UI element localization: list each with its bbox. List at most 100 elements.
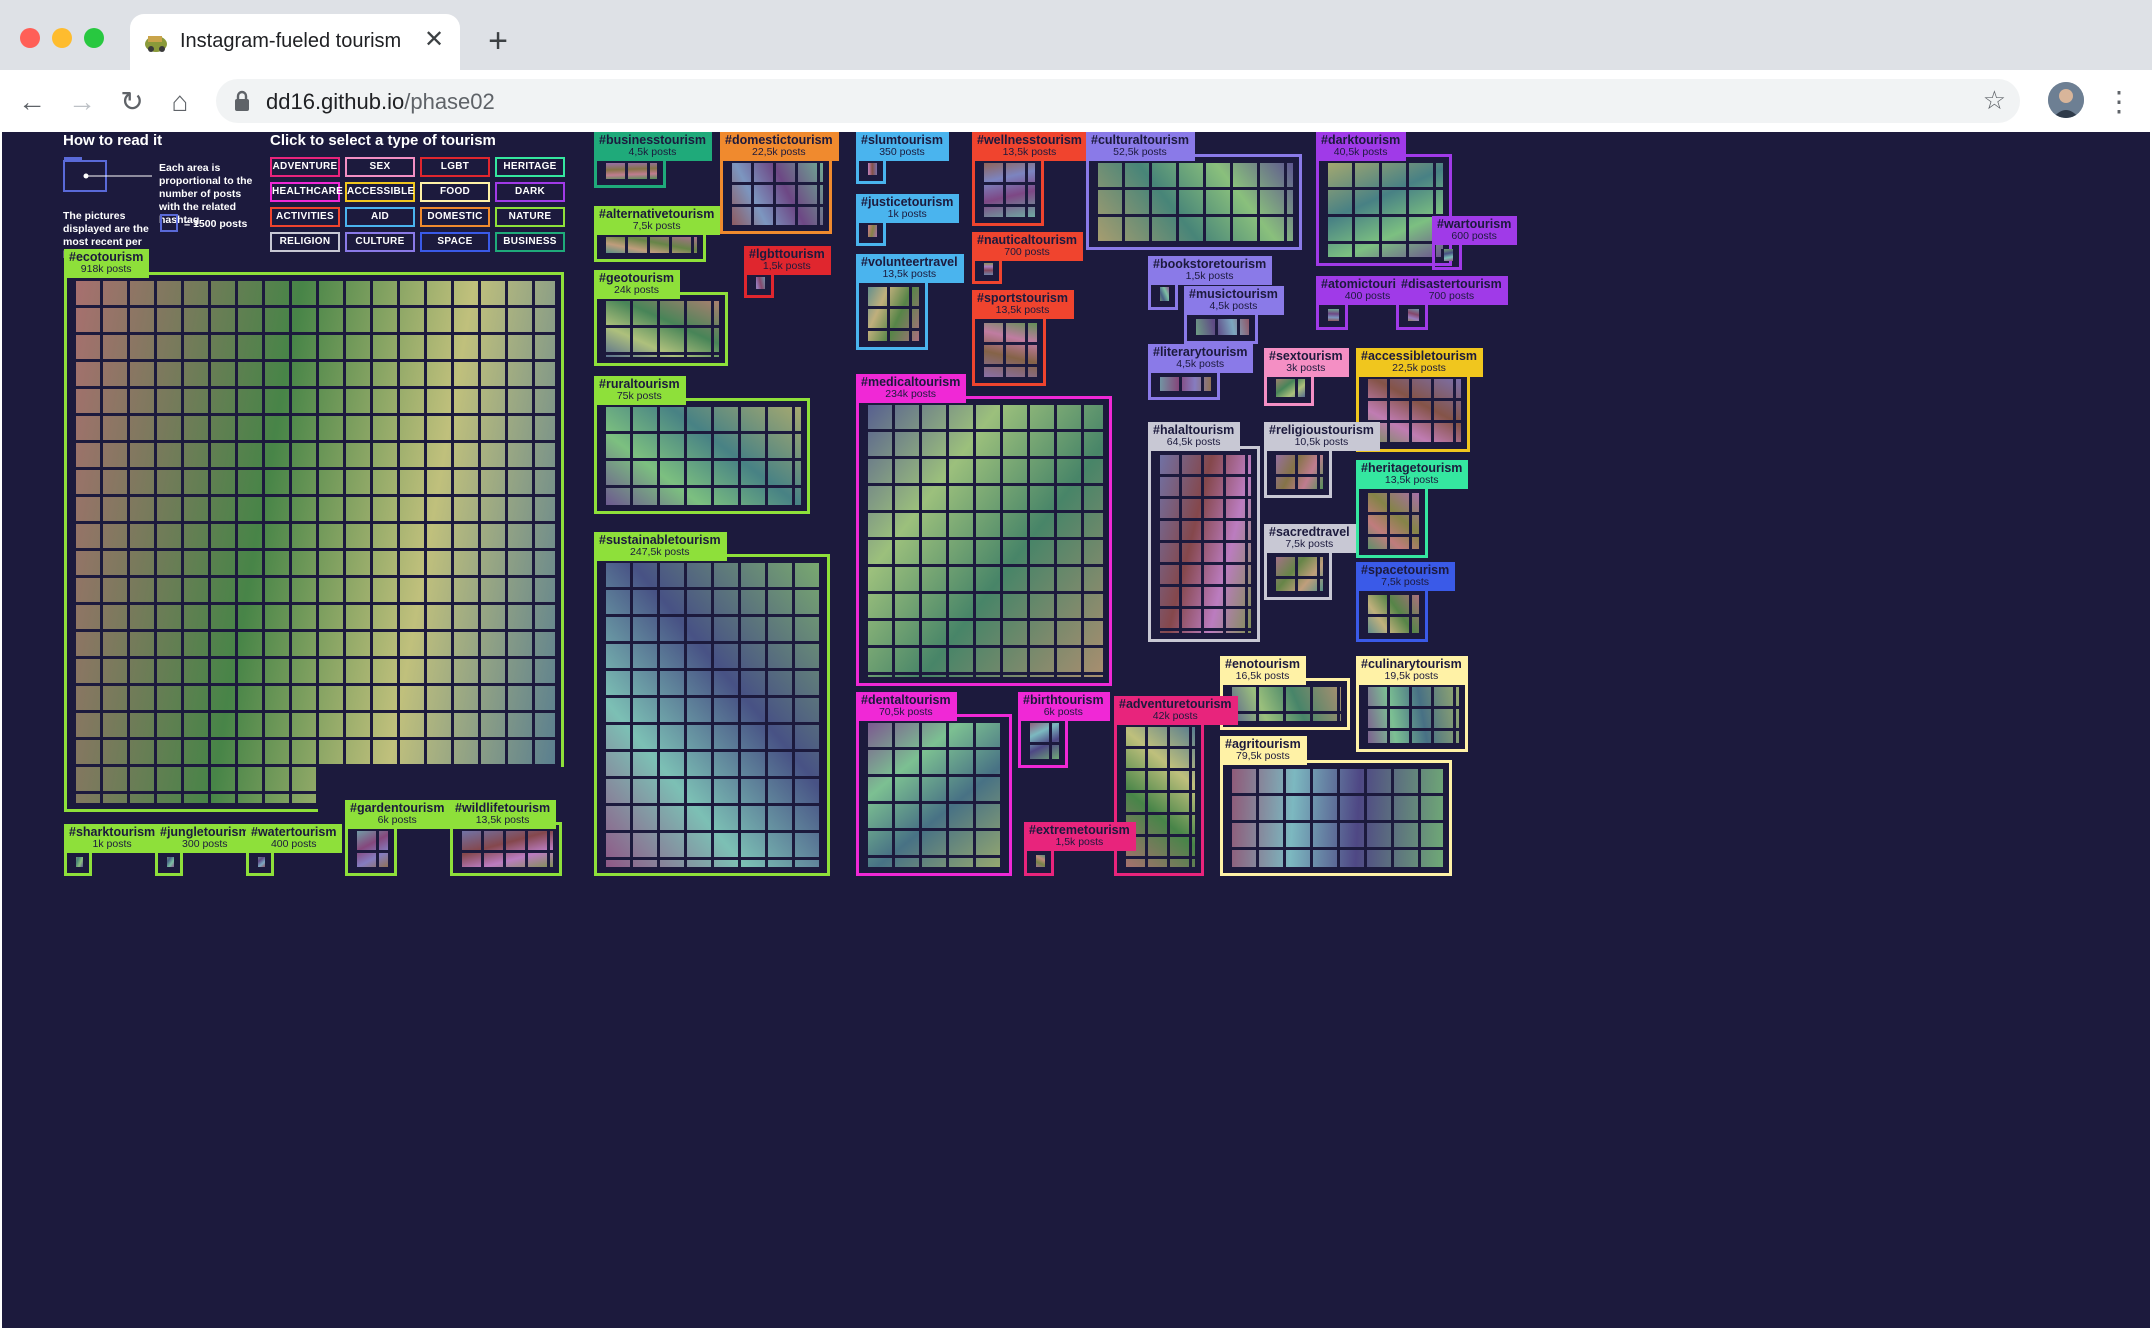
browser-tab[interactable]: Instagram-fueled tourism ✕ <box>130 14 460 70</box>
photo-grid-area[interactable] <box>972 314 1046 386</box>
photo-grid-area[interactable] <box>1356 586 1428 642</box>
photo-grid-area[interactable] <box>1148 446 1260 642</box>
photo-grid-area[interactable] <box>1086 154 1302 250</box>
photo-thumbnails <box>164 857 174 867</box>
photo-grid-area[interactable] <box>1264 446 1332 498</box>
forward-button[interactable]: → <box>68 86 96 117</box>
filter-button-food[interactable]: FOOD <box>420 182 490 202</box>
hashtag-label: #medicaltourism 234k posts <box>856 374 967 403</box>
post-count: 10,5k posts <box>1294 436 1349 448</box>
photo-grid-area[interactable] <box>972 154 1044 226</box>
photo-thumbnails <box>354 831 388 867</box>
filter-button-aid[interactable]: AID <box>345 207 415 227</box>
hashtag-name: #sportstourism <box>977 291 1068 305</box>
photo-thumbnails <box>865 287 919 341</box>
post-count: 700 posts <box>1428 290 1475 302</box>
post-count: 75k posts <box>616 390 662 402</box>
filter-button-activities[interactable]: ACTIVITIES <box>270 207 340 227</box>
hashtag-label: #bookstoretourism 1,5k posts <box>1148 256 1273 285</box>
photo-grid-area[interactable] <box>1356 678 1468 752</box>
legend-area-note: Each area is proportional to the number … <box>159 162 253 226</box>
photo-grid-area[interactable] <box>1316 154 1452 266</box>
tab-strip: Instagram-fueled tourism ✕ + <box>0 0 2152 70</box>
post-count: 6k posts <box>1043 706 1083 718</box>
photo-grid-area[interactable] <box>856 278 928 350</box>
photo-grid-area[interactable] <box>594 554 830 876</box>
photo-grid-area[interactable] <box>856 396 1112 686</box>
photo-grid-area[interactable] <box>345 822 397 876</box>
photo-grid-area[interactable] <box>1018 714 1068 768</box>
filter-button-nature[interactable]: NATURE <box>495 207 565 227</box>
photo-grid-area[interactable] <box>1114 718 1204 876</box>
hashtag-name: #sacredtravel <box>1269 525 1350 539</box>
tab-close-icon[interactable]: ✕ <box>423 26 445 53</box>
new-tab-button[interactable]: + <box>488 22 508 60</box>
hashtag-label: #geotourism 24k posts <box>594 270 681 299</box>
hashtag-name: #spacetourism <box>1361 563 1450 577</box>
visualization-canvas: How to read it Each area is proportional… <box>2 132 2150 1328</box>
photo-grid-area[interactable] <box>1264 548 1332 600</box>
address-bar[interactable]: dd16.github.io/phase02 ☆ <box>216 79 2020 123</box>
filters-title: Click to select a type of tourism <box>270 132 496 149</box>
minimize-window-button[interactable] <box>52 28 72 48</box>
filter-button-religion[interactable]: RELIGION <box>270 232 340 252</box>
post-count: 22,5k posts <box>751 146 806 158</box>
hashtag-label: #literarytourism 4,5k posts <box>1148 344 1254 373</box>
filter-button-business[interactable]: BUSINESS <box>495 232 565 252</box>
photo-grid-area[interactable] <box>856 714 1012 876</box>
post-count: 13,5k posts <box>995 304 1050 316</box>
hashtag-name: #disastertourism <box>1401 277 1502 291</box>
photo-thumbnails <box>729 163 823 225</box>
hashtag-name: #ruraltourism <box>599 377 680 391</box>
hashtag-name: #businesstourism <box>599 133 706 147</box>
hashtag-label: #lgbttourism 1,5k posts <box>744 246 831 275</box>
hashtag-name: #bookstoretourism <box>1153 257 1267 271</box>
bookmark-star-icon[interactable]: ☆ <box>1982 85 2006 115</box>
hashtag-label: #wildlifetourism 13,5k posts <box>450 800 557 829</box>
filter-button-adventure[interactable]: ADVENTURE <box>270 157 340 177</box>
photo-grid-area[interactable] <box>1184 310 1258 344</box>
back-button[interactable]: ← <box>18 86 46 117</box>
filter-button-heritage[interactable]: HERITAGE <box>495 157 565 177</box>
filter-button-sex[interactable]: SEX <box>345 157 415 177</box>
photo-thumbnails <box>1229 769 1443 867</box>
browser-menu-button[interactable]: ⋮ <box>2105 86 2133 117</box>
filter-button-accessible[interactable]: ACCESSIBLE <box>345 182 415 202</box>
url-host: dd16.github.io <box>266 89 405 114</box>
photo-grid-area[interactable] <box>720 154 832 234</box>
tab-title: Instagram-fueled tourism <box>180 30 402 52</box>
hashtag-name: #domestictourism <box>725 133 833 147</box>
hashtag-label: #ecotourism 918k posts <box>64 249 150 278</box>
filter-button-dark[interactable]: DARK <box>495 182 565 202</box>
reload-button[interactable]: ↻ <box>120 86 144 117</box>
hashtag-name: #heritagetourism <box>1361 461 1463 475</box>
filter-button-space[interactable]: SPACE <box>420 232 490 252</box>
photo-grid-area[interactable] <box>450 822 562 876</box>
hashtag-label: #sportstourism 13,5k posts <box>972 290 1074 319</box>
filter-button-domestic[interactable]: DOMESTIC <box>420 207 490 227</box>
photo-grid-area[interactable] <box>594 292 728 366</box>
photo-grid-area[interactable] <box>1356 484 1428 558</box>
filter-button-lgbt[interactable]: LGBT <box>420 157 490 177</box>
hashtag-name: #wildlifetourism <box>455 801 551 815</box>
hashtag-name: #sharktourism <box>69 825 156 839</box>
hashtag-label: #extremetourism 1,5k posts <box>1024 822 1136 851</box>
hashtag-label: #enotourism 16,5k posts <box>1220 656 1307 685</box>
home-button[interactable]: ⌂ <box>171 86 189 117</box>
photo-grid-area[interactable] <box>1220 678 1350 730</box>
hashtag-name: #volunteertravel <box>861 255 958 269</box>
filter-button-culture[interactable]: CULTURE <box>345 232 415 252</box>
photo-grid-area[interactable] <box>594 398 810 514</box>
photo-thumbnails <box>1441 249 1453 261</box>
close-window-button[interactable] <box>20 28 40 48</box>
post-count: 300 posts <box>182 838 228 850</box>
photo-thumbnails <box>1273 557 1323 591</box>
photo-grid-area[interactable] <box>1220 760 1452 876</box>
profile-avatar[interactable] <box>2048 82 2084 118</box>
how-to-read-title: How to read it <box>63 132 163 149</box>
hashtag-name: #gardentourism <box>350 801 445 815</box>
favicon-icon <box>145 36 167 52</box>
maximize-window-button[interactable] <box>84 28 104 48</box>
filter-button-healthcare[interactable]: HEALTHCARE <box>270 182 343 202</box>
photo-grid-area[interactable] <box>64 272 564 812</box>
